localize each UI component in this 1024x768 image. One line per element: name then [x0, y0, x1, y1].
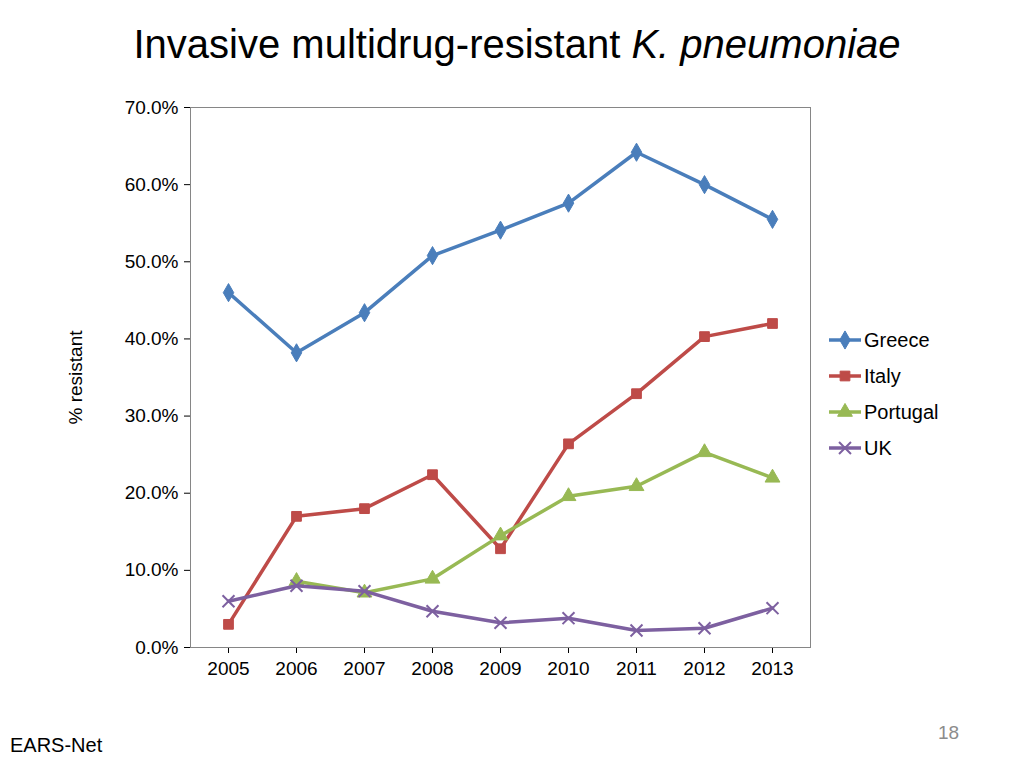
svg-text:% resistant: % resistant: [65, 330, 86, 425]
svg-text:2011: 2011: [616, 658, 657, 679]
svg-text:2005: 2005: [207, 658, 249, 679]
svg-text:2013: 2013: [751, 658, 793, 679]
html-text:Portugal: Portugal: [864, 400, 939, 423]
html-text:Greece: Greece: [864, 328, 930, 351]
html-text:UK: UK: [864, 436, 892, 459]
svg-text:60.0%: 60.0%: [125, 174, 179, 195]
svg-text:40.0%: 40.0%: [125, 328, 179, 349]
svg-text:2010: 2010: [547, 658, 589, 679]
svg-text:2012: 2012: [683, 658, 725, 679]
html-text:Italy: Italy: [864, 364, 901, 387]
svg-text:20.0%: 20.0%: [125, 482, 179, 503]
svg-text:2006: 2006: [275, 658, 317, 679]
svg-text:30.0%: 30.0%: [125, 405, 179, 426]
html-text:Invasive multidrug-resistant K: Invasive multidrug-resistant K. pneumoni…: [133, 22, 901, 66]
html-text:EARS-Net: EARS-Net: [10, 734, 103, 756]
svg-text:2008: 2008: [411, 658, 453, 679]
html-text:18: 18: [938, 722, 960, 743]
svg-text:50.0%: 50.0%: [125, 251, 179, 272]
svg-text:0.0%: 0.0%: [135, 637, 178, 658]
svg-text:2009: 2009: [479, 658, 521, 679]
svg-text:70.0%: 70.0%: [125, 97, 179, 118]
svg-text:10.0%: 10.0%: [125, 559, 179, 580]
svg-text:2007: 2007: [343, 658, 385, 679]
